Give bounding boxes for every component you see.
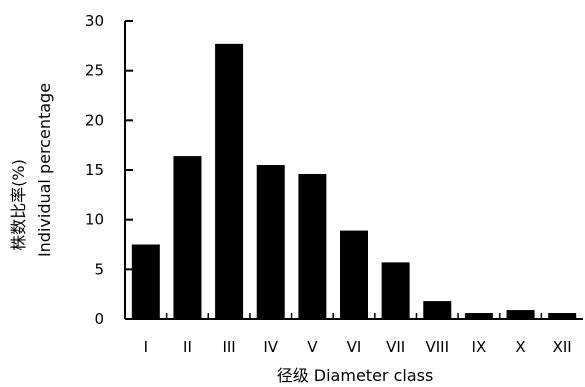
x-category-label: III bbox=[222, 338, 235, 356]
bar bbox=[173, 156, 202, 319]
bar bbox=[464, 313, 493, 319]
bars bbox=[131, 43, 577, 319]
y-tick-label: 15 bbox=[85, 161, 104, 179]
y-tick-label: 25 bbox=[85, 62, 104, 80]
bar bbox=[215, 43, 244, 319]
x-category-label: I bbox=[144, 338, 148, 356]
y-tick-label: 5 bbox=[94, 260, 104, 278]
bar bbox=[548, 313, 577, 319]
bar bbox=[423, 301, 452, 319]
x-category-label: V bbox=[307, 338, 318, 356]
x-axis: I II III IV V VI VII VIII IX X XII bbox=[125, 313, 583, 356]
x-axis-title: 径级 Diameter class bbox=[277, 366, 434, 385]
bar bbox=[256, 165, 285, 319]
y-tick-label: 30 bbox=[85, 12, 104, 30]
y-axis: 0 5 10 15 20 25 30 bbox=[85, 12, 133, 328]
bar bbox=[506, 310, 535, 319]
bar bbox=[340, 230, 368, 319]
x-category-label: IX bbox=[472, 338, 487, 356]
y-tick-label: 0 bbox=[94, 310, 104, 328]
x-category-label: VI bbox=[347, 338, 362, 356]
x-category-label: VIII bbox=[425, 338, 449, 356]
x-category-label: II bbox=[183, 338, 192, 356]
bar bbox=[131, 244, 160, 319]
x-category-label: X bbox=[515, 338, 525, 356]
y-tick-label: 20 bbox=[85, 111, 104, 129]
x-category-label: VII bbox=[386, 338, 405, 356]
y-axis-title-en: Individual percentage bbox=[35, 83, 54, 257]
x-category-label: IV bbox=[263, 338, 278, 356]
x-category-label: XII bbox=[553, 338, 572, 356]
bar bbox=[298, 173, 327, 319]
bar bbox=[381, 262, 410, 319]
y-tick-label: 10 bbox=[85, 211, 104, 229]
y-axis-title-cn: 株数比率(%) bbox=[9, 159, 28, 251]
